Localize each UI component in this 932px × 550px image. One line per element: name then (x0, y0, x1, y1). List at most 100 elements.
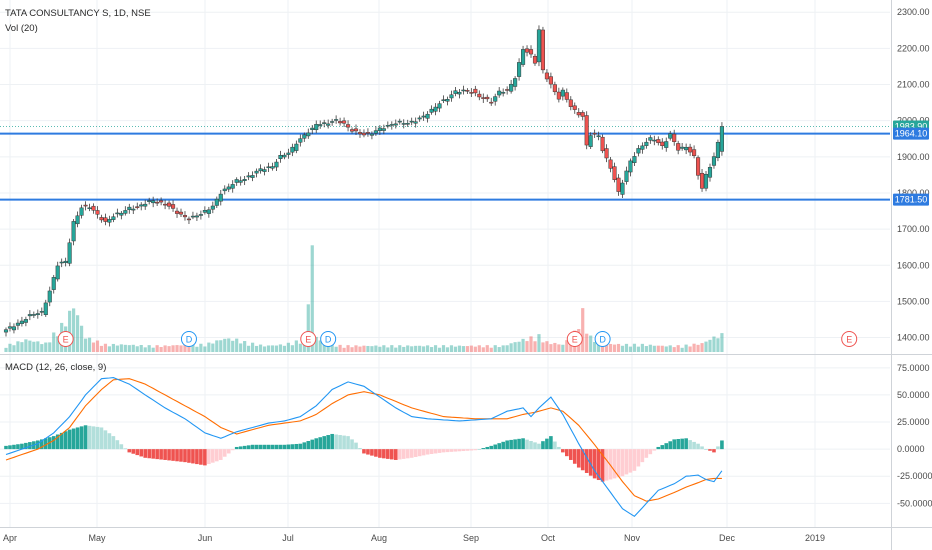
volume-bar (624, 343, 629, 352)
candle-body (170, 204, 176, 209)
macd-histogram-bar (397, 449, 402, 460)
volume-bar (378, 346, 382, 352)
earnings-marker[interactable] (300, 331, 317, 347)
candle-body (254, 170, 259, 174)
macd-histogram-bar (716, 446, 720, 450)
macd-indicator-label[interactable]: MACD (12, 26, close, 9) (5, 362, 106, 373)
volume-bar (36, 341, 40, 352)
volume-bar (692, 343, 696, 352)
candle-body (715, 141, 721, 159)
horizontal-levels[interactable] (0, 126, 890, 201)
volume-bar (298, 343, 302, 352)
volume-bar (203, 346, 207, 352)
macd-histogram-bar (481, 448, 486, 450)
candle-body (178, 211, 184, 215)
macd-histogram-bar (215, 449, 219, 462)
volume-bar (473, 346, 477, 352)
price-tick-label: 2200.00 (897, 43, 930, 53)
macd-histogram-bar (155, 449, 159, 460)
candle-body (206, 209, 211, 214)
macd-histogram-bar (386, 449, 390, 459)
volume-bar (75, 315, 80, 352)
macd-histogram-bar (147, 449, 151, 459)
volume-bar (704, 341, 708, 352)
price-tick-label: 1800.00 (897, 188, 930, 198)
marker-letter: E (846, 335, 852, 345)
macd-histogram-bar (207, 449, 211, 465)
volume-bar (107, 346, 112, 352)
candle-body (644, 141, 649, 146)
symbol-title[interactable]: TATA CONSULTANCY S, 1D, NSE (5, 8, 151, 19)
macd-histogram-bar (485, 446, 490, 450)
candle-body (699, 172, 705, 189)
macd-histogram-bar (346, 436, 350, 450)
candle-body (608, 159, 613, 169)
candle-body (401, 123, 406, 125)
macd-histogram-bar (477, 449, 482, 450)
candle-body (668, 133, 673, 139)
volume-bar (127, 345, 131, 352)
candle-body (174, 210, 180, 214)
macd-histogram-bar (529, 441, 533, 450)
macd-histogram-bar (254, 444, 259, 450)
volume-indicator-label[interactable]: Vol (20) (5, 23, 38, 34)
candle-body (564, 92, 569, 100)
volume-bar (167, 346, 171, 352)
macd-histogram-bar (354, 442, 358, 450)
volume-bar (119, 344, 123, 352)
dividend-marker[interactable] (180, 331, 197, 347)
macd-histogram-bar (230, 449, 235, 451)
volume-bar (620, 345, 625, 352)
volume-bar (593, 341, 597, 352)
volume-bar (99, 345, 104, 352)
macd-histogram-bar (457, 449, 462, 452)
macd-histogram-bar (278, 444, 283, 450)
earnings-marker[interactable] (841, 331, 858, 347)
volume-bar (398, 345, 402, 352)
volume-bar (628, 346, 633, 352)
volume-bar (406, 345, 410, 352)
candle-body (290, 146, 295, 153)
candle-body (151, 200, 156, 204)
earnings-marker[interactable] (566, 331, 583, 347)
volume-bar (223, 338, 227, 352)
volume-bar (561, 344, 565, 352)
volume-bar (489, 347, 493, 352)
candle-body (119, 212, 124, 216)
candle-body (393, 123, 398, 126)
macd-histogram-bar (99, 427, 104, 450)
macd-histogram-bar (191, 449, 195, 464)
candle-body (214, 198, 219, 206)
volume-bar (660, 345, 664, 352)
volume-bar (147, 345, 151, 352)
volume-bar (16, 341, 20, 352)
volume-bar (394, 347, 398, 352)
macd-histogram-bar (449, 449, 454, 452)
macd-histogram-bar (378, 449, 382, 458)
price-badge (893, 193, 929, 206)
marker-letter: D (186, 335, 193, 345)
candle-body (11, 326, 17, 331)
macd-histogram-bar (171, 449, 175, 461)
candle-body (159, 200, 164, 203)
volume-bar (597, 340, 601, 352)
candle-body (409, 120, 414, 123)
candle-body (445, 99, 450, 102)
earnings-marker[interactable] (57, 331, 74, 347)
volume-bar (48, 342, 52, 352)
candle-body (338, 121, 343, 124)
macd-histogram-bar (588, 449, 593, 476)
volume-bar (382, 345, 386, 352)
volume-bar (529, 336, 533, 352)
marker-letter: E (63, 335, 69, 345)
macd-histogram-bar (656, 446, 661, 450)
grid (0, 0, 890, 527)
dividend-marker[interactable] (594, 331, 611, 347)
dividend-marker[interactable] (320, 331, 337, 347)
macd-histogram-bar (493, 444, 498, 450)
volume-bar (286, 342, 290, 352)
macd-histogram-bar (572, 449, 577, 464)
macd-histogram-bar (545, 438, 549, 450)
candle-body (497, 90, 502, 96)
